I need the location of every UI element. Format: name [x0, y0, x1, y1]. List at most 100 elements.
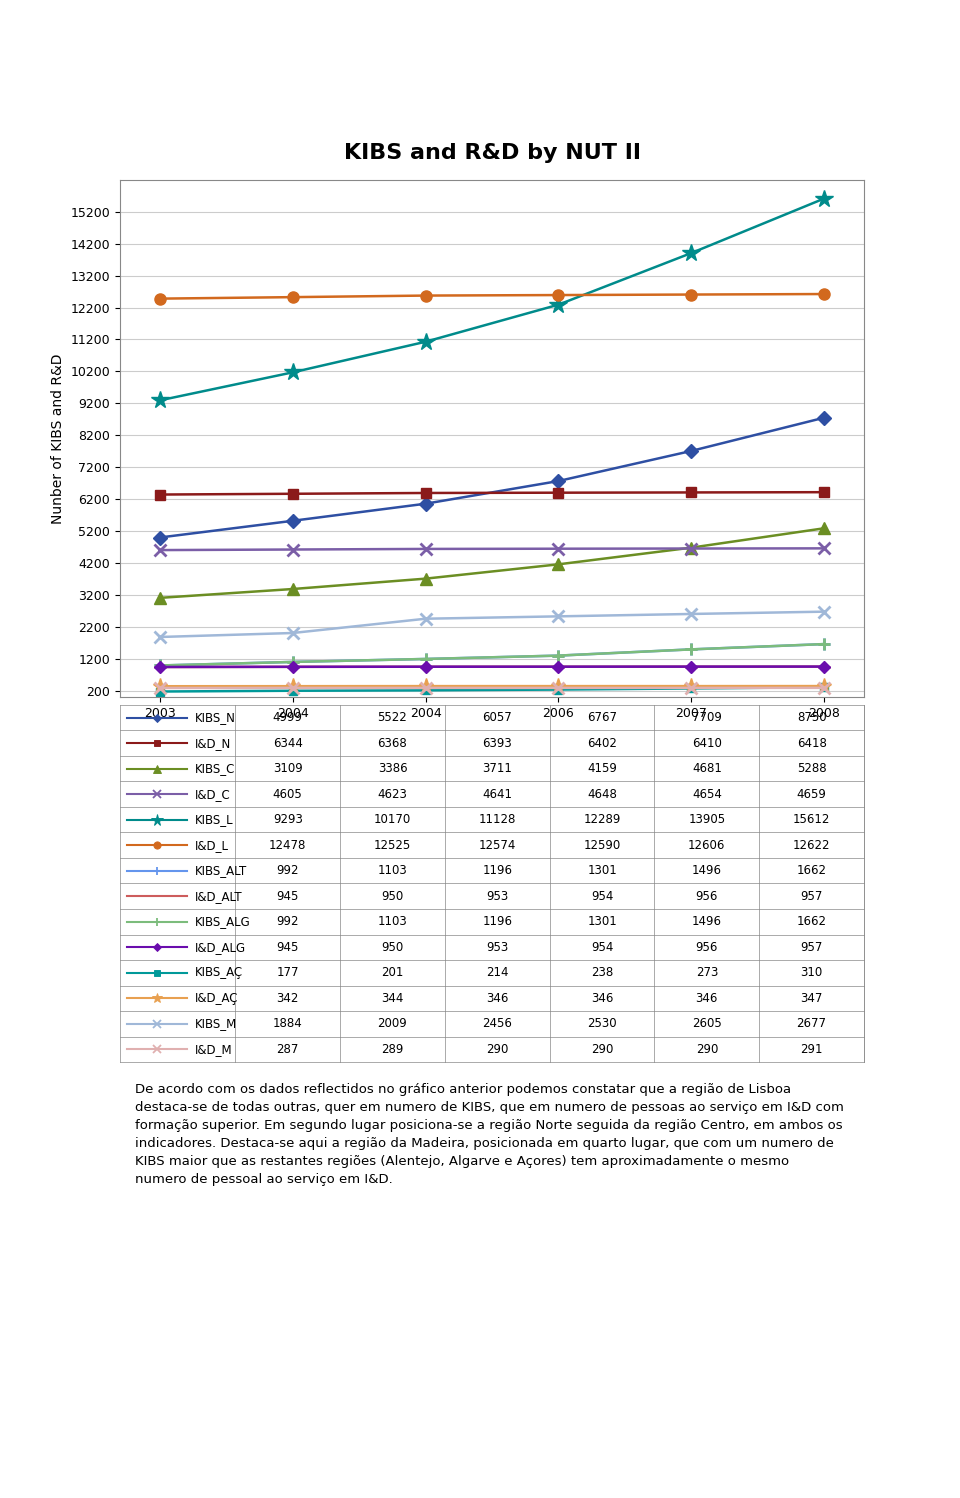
KIBS_ALG [155, 656, 166, 674]
Text: 950: 950 [381, 941, 403, 954]
Text: 1103: 1103 [377, 864, 407, 878]
Text: 954: 954 [590, 890, 613, 903]
Text: I&D_ALT: I&D_ALT [194, 890, 242, 903]
KIBS_L [685, 244, 697, 262]
I&D_ALG [818, 658, 829, 676]
Line: KIBS_L: KIBS_L [151, 190, 833, 409]
Text: 12525: 12525 [373, 839, 411, 852]
KIBS_ALG [685, 640, 697, 658]
KIBS_C [685, 539, 697, 557]
KIBS_ALG [420, 650, 431, 668]
I&D_ALG [155, 658, 166, 676]
I&D_AÇ [420, 677, 431, 695]
I&D_L [287, 288, 299, 306]
Line: KIBS_ALG: KIBS_ALG [154, 638, 830, 671]
I&D_ALG [287, 658, 299, 676]
KIBS_C [553, 556, 564, 574]
Text: 12478: 12478 [269, 839, 306, 852]
Text: I&D_M: I&D_M [194, 1043, 232, 1056]
KIBS_ALT [818, 635, 829, 653]
I&D_N [287, 485, 299, 503]
I&D_C [818, 539, 829, 557]
Text: 1301: 1301 [588, 864, 617, 878]
Text: 8750: 8750 [797, 712, 827, 724]
I&D_ALT [553, 658, 564, 676]
KIBS_AÇ [420, 682, 431, 700]
KIBS_L [818, 190, 829, 208]
Text: 7709: 7709 [692, 712, 722, 724]
KIBS_M [420, 610, 431, 628]
Text: 310: 310 [801, 966, 823, 980]
Text: 290: 290 [696, 1043, 718, 1056]
I&D_AÇ [685, 677, 697, 695]
I&D_L [420, 286, 431, 304]
I&D_L [553, 286, 564, 304]
I&D_N [685, 484, 697, 502]
KIBS_C [287, 580, 299, 598]
Text: 2605: 2605 [692, 1017, 722, 1031]
Line: I&D_N: I&D_N [155, 487, 829, 499]
Text: 289: 289 [381, 1043, 403, 1056]
Text: 953: 953 [486, 890, 509, 903]
KIBS_N [818, 409, 829, 427]
Line: I&D_C: I&D_C [154, 542, 830, 556]
Text: 4681: 4681 [692, 762, 722, 774]
Text: 6393: 6393 [482, 737, 512, 749]
Text: 347: 347 [801, 992, 823, 1005]
Line: KIBS_AÇ: KIBS_AÇ [156, 683, 828, 695]
Line: I&D_AÇ: I&D_AÇ [153, 679, 831, 694]
Text: 1662: 1662 [797, 915, 827, 929]
Line: KIBS_M: KIBS_M [154, 605, 830, 643]
Text: KIBS_N: KIBS_N [194, 712, 235, 724]
Text: 992: 992 [276, 915, 299, 929]
Text: KIBS_ALT: KIBS_ALT [194, 864, 247, 878]
Line: I&D_ALT: I&D_ALT [154, 661, 830, 673]
Text: 1103: 1103 [377, 915, 407, 929]
Text: I&D_AÇ: I&D_AÇ [194, 992, 238, 1005]
Text: 992: 992 [276, 864, 299, 878]
Text: De acordo com os dados reflectidos no gráfico anterior podemos constatar que a r: De acordo com os dados reflectidos no gr… [134, 1083, 844, 1186]
Text: 12590: 12590 [584, 839, 621, 852]
I&D_ALT [818, 658, 829, 676]
KIBS_N [553, 472, 564, 490]
KIBS_M [553, 607, 564, 625]
I&D_L [685, 286, 697, 304]
I&D_ALG [420, 658, 431, 676]
Line: KIBS_C: KIBS_C [154, 521, 830, 604]
I&D_ALT [155, 658, 166, 676]
KIBS_M [818, 602, 829, 620]
Text: 4648: 4648 [588, 788, 617, 800]
Text: 291: 291 [801, 1043, 823, 1056]
Text: 2009: 2009 [377, 1017, 407, 1031]
Text: 1884: 1884 [273, 1017, 302, 1031]
KIBS_ALG [553, 647, 564, 665]
Text: 953: 953 [486, 941, 509, 954]
Text: 177: 177 [276, 966, 299, 980]
I&D_AÇ [155, 677, 166, 695]
Text: 201: 201 [381, 966, 403, 980]
I&D_AÇ [818, 677, 829, 695]
Text: 346: 346 [486, 992, 509, 1005]
KIBS_M [155, 628, 166, 646]
Text: 3711: 3711 [482, 762, 513, 774]
Text: 3386: 3386 [377, 762, 407, 774]
KIBS_AÇ [818, 679, 829, 697]
KIBS_AÇ [685, 680, 697, 698]
I&D_C [420, 539, 431, 557]
KIBS_L [553, 295, 564, 313]
I&D_N [420, 484, 431, 502]
Text: 6402: 6402 [588, 737, 617, 749]
Text: 9293: 9293 [273, 813, 302, 827]
I&D_M [685, 679, 697, 697]
I&D_AÇ [287, 677, 299, 695]
Text: 4641: 4641 [482, 788, 513, 800]
KIBS_AÇ [155, 683, 166, 701]
I&D_ALT [420, 658, 431, 676]
I&D_C [553, 539, 564, 557]
KIBS_ALG [818, 635, 829, 653]
Text: 6767: 6767 [588, 712, 617, 724]
Y-axis label: Nunber of KIBS and R&D: Nunber of KIBS and R&D [51, 354, 65, 524]
Text: 6368: 6368 [377, 737, 407, 749]
Text: 342: 342 [276, 992, 299, 1005]
Text: KIBS_AÇ: KIBS_AÇ [194, 966, 243, 980]
